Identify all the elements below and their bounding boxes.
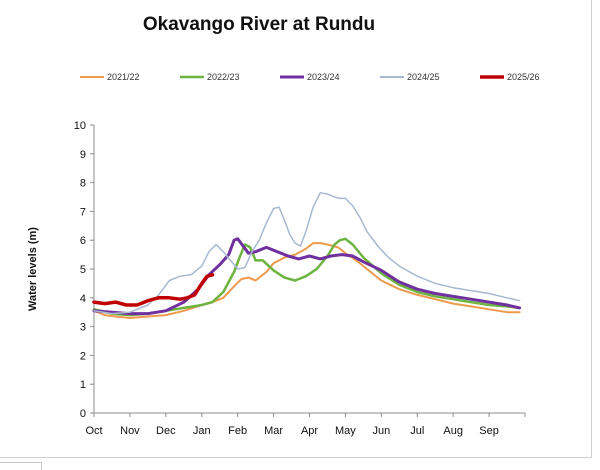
y-ticks: 0 1 2 3 4 5 6 7 8 9 10 bbox=[74, 120, 94, 420]
y-tick-label: 9 bbox=[80, 149, 86, 161]
y-tick-label: 4 bbox=[80, 293, 86, 305]
x-tick-label: Mar bbox=[264, 425, 283, 437]
y-tick-label: 5 bbox=[80, 264, 86, 276]
x-ticks: Oct Nov Dec Jan Feb Mar Apr May Jun Jul Aug Sep bbox=[85, 413, 526, 437]
x-tick-label: Feb bbox=[228, 425, 247, 437]
chart-frame bbox=[0, 0, 592, 458]
legend-label: 2021/22 bbox=[107, 72, 140, 82]
legend-label: 2025/26 bbox=[507, 72, 540, 82]
x-tick-label: Sep bbox=[479, 425, 499, 437]
y-tick-label: 7 bbox=[80, 206, 86, 218]
corner-mark bbox=[0, 462, 42, 470]
series-layer bbox=[92, 191, 522, 319]
y-tick-label: 0 bbox=[80, 408, 86, 420]
series-line-2025-26 bbox=[92, 273, 215, 307]
legend-label: 2023/24 bbox=[307, 72, 340, 82]
axes bbox=[93, 125, 525, 414]
y-tick-label: 8 bbox=[80, 178, 86, 190]
x-tick-label: May bbox=[335, 425, 356, 437]
x-tick-label: Dec bbox=[156, 425, 176, 437]
y-tick-label: 6 bbox=[80, 235, 86, 247]
series-line-2024-25 bbox=[93, 191, 521, 315]
x-tick-label: Aug bbox=[443, 425, 463, 437]
chart-title: Okavango River at Rundu bbox=[143, 14, 375, 35]
legend-label: 2022/23 bbox=[207, 72, 240, 82]
x-tick-label: Jan bbox=[193, 425, 211, 437]
chart-svg: Okavango River at Rundu 2021/22 2022/23 20… bbox=[27, 14, 540, 437]
x-tick-label: Nov bbox=[120, 425, 140, 437]
series-line-2021-22 bbox=[93, 242, 521, 319]
x-tick-label: Jul bbox=[410, 425, 424, 437]
y-axis-label: Water levels (m) bbox=[27, 227, 39, 311]
x-tick-label: Oct bbox=[85, 425, 102, 437]
legend-label: 2024/25 bbox=[407, 72, 440, 82]
x-tick-label: Apr bbox=[301, 425, 318, 437]
x-tick-label: Jun bbox=[372, 425, 390, 437]
series-line-2022-23 bbox=[92, 237, 521, 317]
legend: 2021/22 2022/23 2023/24 2024/25 2025/26 bbox=[80, 72, 540, 82]
y-tick-label: 2 bbox=[80, 350, 86, 362]
y-tick-label: 1 bbox=[80, 379, 86, 391]
y-tick-label: 10 bbox=[74, 120, 86, 132]
y-tick-label: 3 bbox=[80, 322, 86, 334]
